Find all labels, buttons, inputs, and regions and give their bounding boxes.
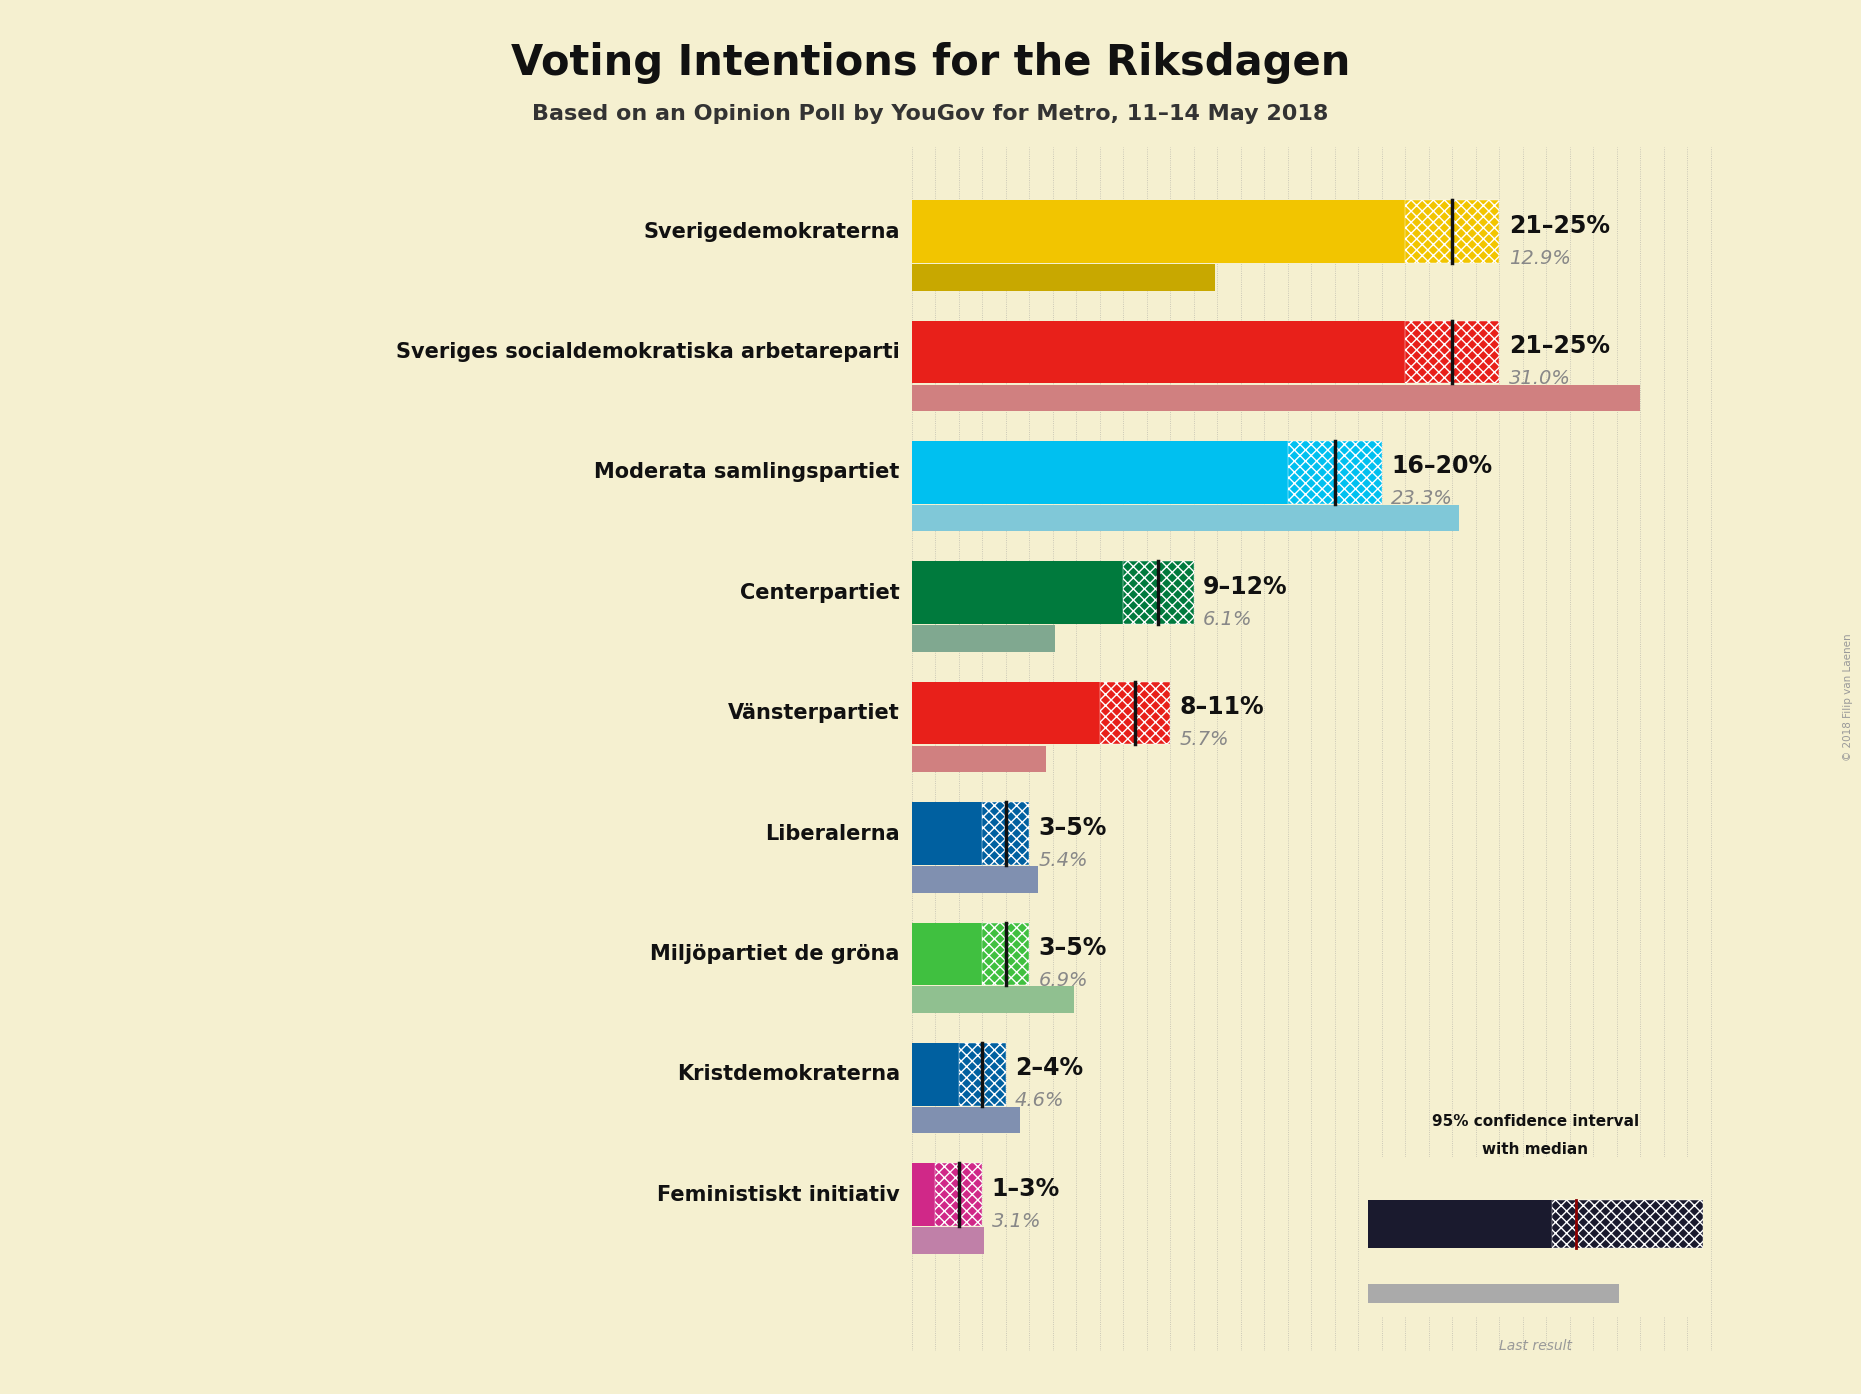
Text: 6.9%: 6.9% xyxy=(1038,970,1089,990)
Bar xyxy=(912,1164,934,1225)
Bar xyxy=(912,1107,1020,1133)
Bar xyxy=(1405,201,1500,263)
Text: Vänsterpartiet: Vänsterpartiet xyxy=(728,703,901,723)
Bar xyxy=(983,802,1029,864)
Bar xyxy=(1368,1284,1619,1303)
Text: Moderata samlingspartiet: Moderata samlingspartiet xyxy=(594,463,901,482)
Text: Feministiskt initiativ: Feministiskt initiativ xyxy=(657,1185,901,1204)
Bar xyxy=(912,923,983,986)
Bar xyxy=(1288,441,1381,503)
Bar xyxy=(912,265,1215,291)
Text: 3.1%: 3.1% xyxy=(992,1211,1040,1231)
Text: Based on an Opinion Poll by YouGov for Metro, 11–14 May 2018: Based on an Opinion Poll by YouGov for M… xyxy=(532,105,1329,124)
Text: 12.9%: 12.9% xyxy=(1509,248,1571,268)
Bar xyxy=(1552,1200,1703,1249)
Bar xyxy=(912,746,1046,772)
Text: 9–12%: 9–12% xyxy=(1202,574,1288,599)
Text: 4.6%: 4.6% xyxy=(1014,1092,1064,1110)
Text: 21–25%: 21–25% xyxy=(1509,213,1610,237)
Bar xyxy=(912,201,1405,263)
Text: 6.1%: 6.1% xyxy=(1202,609,1252,629)
Text: 3–5%: 3–5% xyxy=(1038,815,1107,839)
Bar xyxy=(1124,562,1193,625)
Text: 2–4%: 2–4% xyxy=(1014,1057,1083,1080)
Bar xyxy=(912,505,1459,531)
Text: 23.3%: 23.3% xyxy=(1392,489,1453,509)
Bar xyxy=(912,682,1100,744)
Bar xyxy=(912,321,1405,383)
Text: 1–3%: 1–3% xyxy=(992,1177,1059,1200)
Bar xyxy=(958,1043,1005,1105)
Bar xyxy=(912,987,1074,1013)
Text: 21–25%: 21–25% xyxy=(1509,335,1610,358)
Text: 16–20%: 16–20% xyxy=(1392,454,1493,478)
Text: 5.7%: 5.7% xyxy=(1180,730,1228,749)
Text: Last result: Last result xyxy=(1498,1340,1573,1354)
Text: 8–11%: 8–11% xyxy=(1180,696,1264,719)
Bar xyxy=(912,1227,984,1253)
Text: with median: with median xyxy=(1481,1142,1589,1157)
Bar xyxy=(912,802,983,864)
Text: Liberalerna: Liberalerna xyxy=(765,824,901,843)
Text: 31.0%: 31.0% xyxy=(1509,369,1571,388)
Text: 3–5%: 3–5% xyxy=(1038,935,1107,960)
Bar xyxy=(983,923,1029,986)
Text: Kristdemokraterna: Kristdemokraterna xyxy=(677,1064,901,1085)
Text: Voting Intentions for the Riksdagen: Voting Intentions for the Riksdagen xyxy=(510,42,1351,84)
Bar xyxy=(934,1164,983,1225)
Bar xyxy=(912,1043,958,1105)
Text: Sverigedemokraterna: Sverigedemokraterna xyxy=(644,222,901,241)
Bar xyxy=(912,626,1055,652)
Bar xyxy=(1368,1200,1552,1249)
Bar xyxy=(912,385,1640,411)
Bar xyxy=(912,866,1038,892)
Bar xyxy=(912,441,1288,503)
Bar xyxy=(912,562,1124,625)
Text: Centerpartiet: Centerpartiet xyxy=(741,583,901,602)
Text: 5.4%: 5.4% xyxy=(1038,850,1089,870)
Text: 95% confidence interval: 95% confidence interval xyxy=(1431,1114,1640,1129)
Text: Sveriges socialdemokratiska arbetareparti: Sveriges socialdemokratiska arbetarepart… xyxy=(396,342,901,362)
Bar xyxy=(1405,321,1500,383)
Text: Miljöpartiet de gröna: Miljöpartiet de gröna xyxy=(651,944,901,963)
Text: © 2018 Filip van Laenen: © 2018 Filip van Laenen xyxy=(1842,633,1854,761)
Bar xyxy=(1100,682,1171,744)
